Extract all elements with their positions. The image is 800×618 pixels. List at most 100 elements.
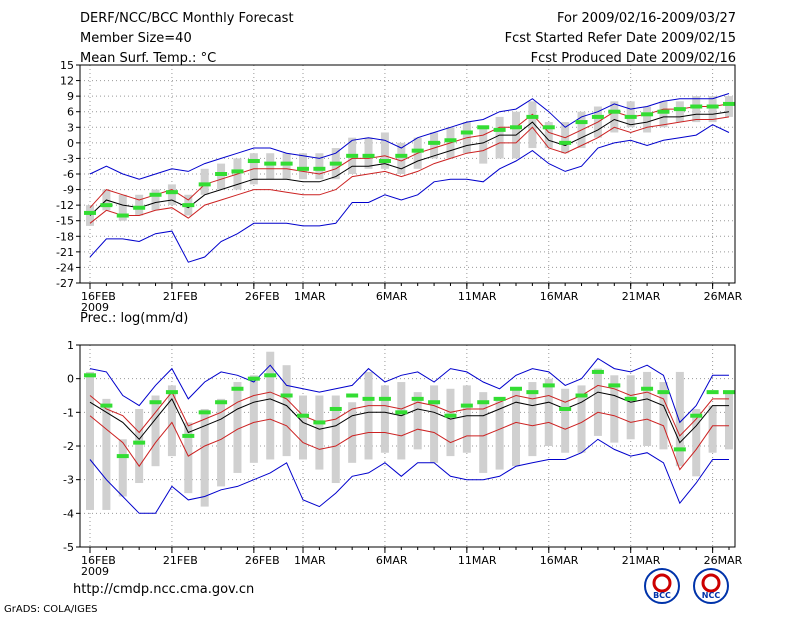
obs-marker — [444, 138, 457, 143]
spread-box — [610, 375, 619, 443]
obs-marker — [706, 390, 719, 395]
spread-box — [643, 106, 652, 133]
y-tick-label: -4 — [63, 507, 74, 520]
obs-marker — [198, 410, 211, 415]
spread-box — [282, 365, 291, 457]
obs-marker — [231, 386, 244, 391]
x-tick-label: 6MAR — [376, 554, 408, 567]
y-tick-label: 0 — [67, 373, 74, 386]
x-tick-label: 11MAR — [458, 554, 497, 567]
obs-marker — [395, 153, 408, 158]
obs-marker — [247, 159, 260, 164]
spread-box — [86, 371, 94, 510]
spread-box — [626, 101, 635, 128]
spread-box — [659, 101, 668, 128]
obs-marker — [460, 130, 473, 135]
spread-box — [118, 439, 127, 497]
obs-marker — [641, 386, 654, 391]
spread-box — [380, 385, 389, 453]
obs-marker — [280, 161, 293, 166]
spread-box — [266, 351, 275, 460]
source-url: http://cmdp.ncc.cma.gov.cn — [73, 582, 255, 597]
spread-box — [495, 398, 504, 470]
x-tick-label: 1MAR — [294, 554, 326, 567]
spread-box — [249, 375, 258, 463]
spread-box — [659, 382, 668, 450]
upper-bound-line — [89, 357, 729, 424]
obs-marker — [723, 390, 735, 395]
grads-credit: GrADS: COLA/IGES — [4, 604, 98, 615]
spread-box — [643, 371, 652, 446]
obs-marker — [706, 104, 719, 109]
spread-box — [430, 132, 439, 159]
mean-lower-line — [89, 411, 729, 471]
spread-box — [544, 378, 553, 446]
spread-box — [495, 116, 504, 159]
obs-marker — [591, 369, 604, 374]
obs-marker — [378, 396, 391, 401]
mean-upper-line — [89, 103, 730, 209]
x-tick-label: 2009 — [81, 301, 109, 314]
spread-box — [479, 127, 488, 164]
obs-marker — [608, 383, 621, 388]
produced-date: Fcst Produced Date 2009/02/16 — [530, 51, 736, 66]
spread-box — [528, 382, 537, 457]
y-tick-label: -3 — [63, 152, 74, 165]
obs-marker — [362, 396, 375, 401]
member-size: Member Size=40 — [80, 31, 192, 46]
precip-subtitle: Prec.: log(mm/d) — [80, 311, 189, 326]
x-tick-label: 21FEB — [163, 290, 198, 303]
ensemble-mean-line — [89, 111, 730, 216]
obs-marker — [165, 190, 178, 195]
x-tick-label: 26FEB — [245, 554, 280, 567]
obs-marker — [378, 159, 391, 164]
obs-marker — [526, 114, 539, 119]
y-tick-label: -15 — [56, 215, 74, 228]
obs-marker — [149, 192, 162, 197]
lower-bound-line — [89, 438, 729, 514]
y-tick-label: -24 — [56, 261, 74, 274]
obs-marker — [493, 396, 506, 401]
obs-marker — [133, 205, 146, 210]
y-tick-label: 1 — [67, 339, 74, 352]
spread-box — [593, 368, 602, 436]
obs-marker — [542, 125, 555, 130]
obs-marker — [559, 406, 572, 411]
obs-marker — [280, 393, 293, 398]
spread-box — [102, 398, 111, 510]
chart-title: DERF/NCC/BCC Monthly Forecast — [80, 11, 294, 26]
spread-box — [233, 382, 242, 473]
spread-box — [167, 184, 176, 206]
spread-box — [725, 96, 733, 117]
y-tick-label: -18 — [56, 230, 74, 243]
upper-bound-line — [89, 93, 730, 180]
spread-box — [397, 382, 406, 460]
obs-marker — [493, 127, 506, 132]
obs-marker — [329, 161, 342, 166]
obs-marker — [215, 400, 228, 405]
y-tick-label: -21 — [56, 246, 74, 259]
obs-marker — [723, 101, 735, 106]
y-tick-label: 9 — [67, 90, 74, 103]
obs-marker — [182, 203, 195, 208]
obs-marker — [477, 125, 490, 130]
x-tick-label: 2009 — [81, 565, 109, 578]
obs-marker — [116, 213, 129, 218]
obs-marker — [428, 400, 441, 405]
y-tick-label: -2 — [63, 440, 74, 453]
ncc-logo: NCC — [693, 568, 729, 604]
x-tick-label: 16MAR — [540, 554, 579, 567]
spread-box — [200, 168, 209, 195]
ncc-logo-ring — [693, 568, 729, 604]
y-tick-label: 15 — [60, 59, 74, 72]
spread-box — [135, 408, 144, 484]
obs-marker — [100, 203, 113, 208]
obs-marker — [346, 393, 359, 398]
obs-marker — [657, 390, 670, 395]
obs-marker — [444, 413, 457, 418]
spread-box — [561, 388, 570, 453]
spread-box — [577, 385, 586, 453]
obs-marker — [198, 182, 211, 187]
y-tick-label: -1 — [63, 406, 74, 419]
